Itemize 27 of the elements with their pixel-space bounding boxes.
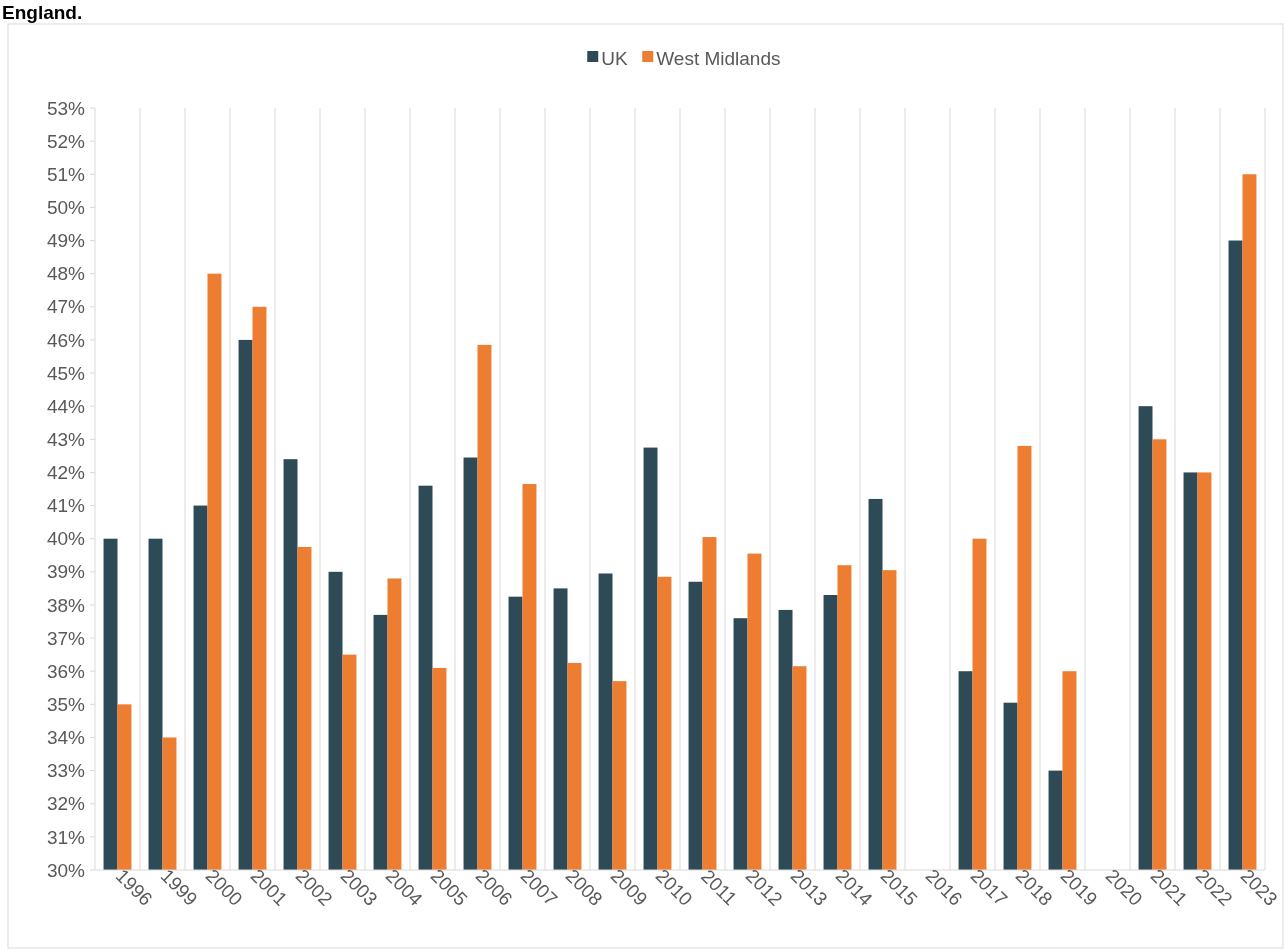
y-tick-label: 52%	[46, 130, 86, 152]
y-tick-label: 38%	[46, 594, 86, 616]
y-tick-label: 50%	[46, 197, 86, 219]
y-tick-label: 36%	[46, 660, 86, 682]
y-tick-label: 45%	[46, 362, 86, 384]
y-tick-label: 49%	[46, 230, 86, 252]
y-tick-label: 30%	[46, 859, 86, 881]
legend-label: West Midlands	[656, 47, 781, 69]
y-tick-label: 48%	[46, 263, 86, 285]
y-tick-label: 37%	[46, 627, 86, 649]
chart-title: England.	[2, 2, 83, 23]
y-tick-label: 35%	[46, 694, 86, 715]
y-tick-label: 51%	[46, 163, 86, 185]
y-tick-label: 32%	[46, 793, 86, 815]
y-tick-label: 43%	[46, 428, 86, 450]
y-tick-label: 39%	[46, 561, 86, 583]
y-tick-label: 53%	[46, 97, 86, 119]
y-tick-label: 44%	[46, 395, 86, 417]
y-tick-label: 40%	[46, 528, 86, 550]
y-tick-label: 34%	[46, 727, 86, 749]
y-tick-label: 47%	[46, 296, 86, 318]
y-tick-label: 46%	[46, 329, 86, 351]
y-tick-label: 41%	[46, 495, 86, 517]
y-tick-label: 33%	[46, 760, 86, 782]
y-tick-label: 42%	[46, 462, 86, 484]
legend-label: UK	[601, 47, 628, 69]
y-tick-label: 31%	[46, 826, 86, 848]
